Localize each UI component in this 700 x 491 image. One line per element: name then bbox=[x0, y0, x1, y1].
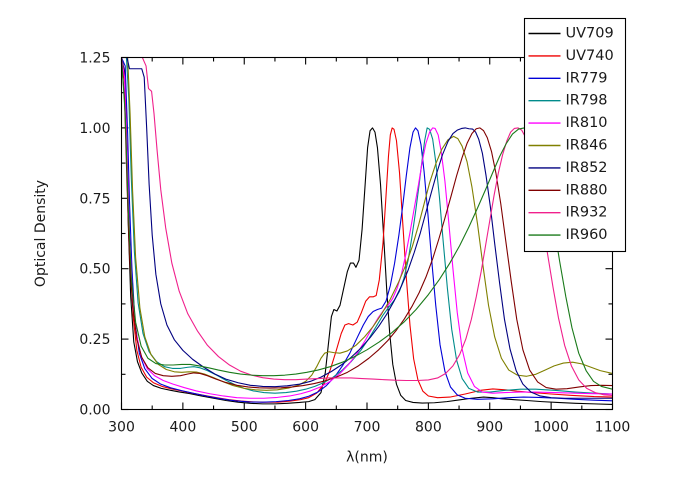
spectrum-curve-uv709 bbox=[121, 57, 613, 405]
legend-label: IR932 bbox=[566, 205, 608, 221]
x-tick-label: 400 bbox=[170, 420, 197, 436]
spectrum-curve-ir846 bbox=[121, 57, 613, 391]
legend[interactable]: UV709 UV740 IR779 IR798 IR810 IR846 IR852 IR880… bbox=[523, 17, 627, 253]
legend-item-ir932[interactable]: IR932 bbox=[528, 205, 608, 221]
x-tick-label: 600 bbox=[292, 420, 319, 436]
y-tick-label: 1.25 bbox=[79, 51, 110, 67]
spectrum-curve-ir852 bbox=[121, 57, 613, 399]
x-tick-label: 500 bbox=[231, 420, 258, 436]
spectrum-curve-ir779 bbox=[121, 57, 613, 403]
legend-item-uv740[interactable]: UV740 bbox=[528, 48, 614, 64]
legend-label: IR846 bbox=[566, 138, 608, 154]
legend-item-ir798[interactable]: IR798 bbox=[528, 93, 608, 109]
y-axis-title: Optical Density bbox=[33, 180, 49, 287]
legend-label: IR798 bbox=[566, 93, 608, 109]
spectrum-curve-ir880 bbox=[121, 57, 613, 390]
x-tick-label: 900 bbox=[476, 420, 503, 436]
legend-item-ir960[interactable]: IR960 bbox=[528, 227, 608, 243]
y-tick-label: 1.00 bbox=[79, 121, 110, 137]
x-tick-label: 300 bbox=[108, 420, 135, 436]
y-tick-label: 0.50 bbox=[79, 262, 110, 278]
legend-label: IR810 bbox=[566, 115, 608, 131]
legend-label: IR852 bbox=[566, 160, 608, 176]
x-tick-labels: 300 400 500 600 700 800 900 1000 1100 bbox=[108, 420, 630, 436]
legend-label: UV709 bbox=[566, 26, 614, 42]
legend-label: IR880 bbox=[566, 182, 608, 198]
legend-label: IR960 bbox=[566, 227, 608, 243]
legend-item-ir810[interactable]: IR810 bbox=[528, 115, 608, 131]
legend-item-uv709[interactable]: UV709 bbox=[528, 26, 614, 42]
spectrum-curve-ir810 bbox=[121, 57, 613, 399]
x-axis-title: λ(nm) bbox=[346, 450, 388, 466]
y-tick-labels: 0.00 0.25 0.50 0.75 1.00 1.25 bbox=[79, 51, 110, 419]
legend-item-ir852[interactable]: IR852 bbox=[528, 160, 608, 176]
legend-item-ir880[interactable]: IR880 bbox=[528, 182, 608, 198]
x-tick-label: 700 bbox=[354, 420, 381, 436]
x-tick-label: 800 bbox=[415, 420, 442, 436]
x-tick-label: 1100 bbox=[595, 420, 631, 436]
legend-item-ir779[interactable]: IR779 bbox=[528, 70, 608, 86]
y-tick-label: 0.25 bbox=[79, 332, 110, 348]
legend-label: IR779 bbox=[566, 70, 608, 86]
legend-item-ir846[interactable]: IR846 bbox=[528, 138, 608, 154]
y-tick-label: 0.00 bbox=[79, 403, 110, 419]
x-tick-label: 1000 bbox=[533, 420, 569, 436]
legend-label: UV740 bbox=[566, 48, 614, 64]
y-tick-label: 0.75 bbox=[79, 191, 110, 207]
